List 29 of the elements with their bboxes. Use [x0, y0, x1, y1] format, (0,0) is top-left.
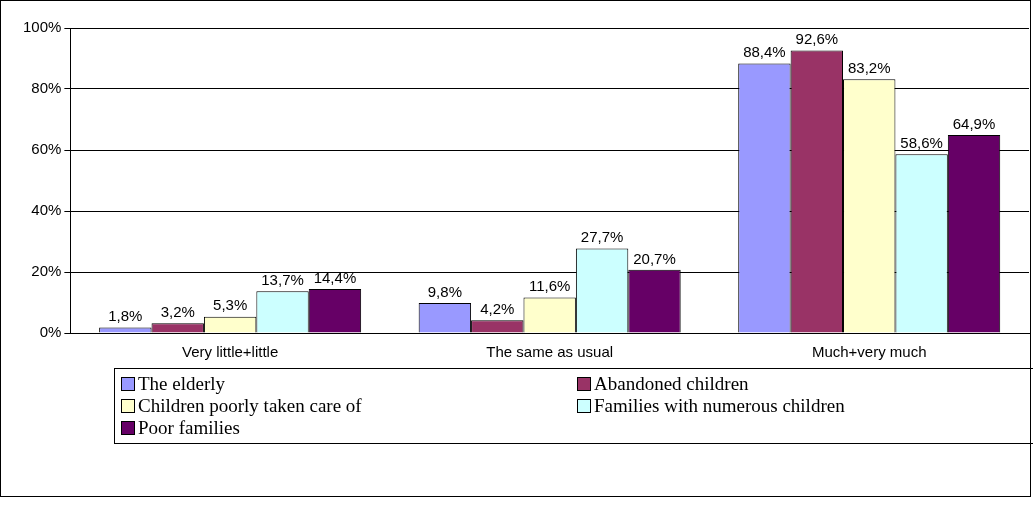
y-tick-label: 20%: [31, 262, 62, 280]
data-label: 4,2%: [480, 299, 515, 317]
data-label: 14,4%: [313, 268, 357, 286]
x-tick-label: Very little+little: [181, 343, 279, 361]
data-label: 9,8%: [427, 282, 462, 300]
data-label: 64,9%: [952, 114, 996, 132]
data-label: 88,4%: [743, 43, 786, 61]
y-tick-label: 100%: [22, 18, 62, 36]
data-label: 20,7%: [633, 249, 676, 267]
x-tick-label: Much+very much: [811, 343, 927, 361]
y-tick-label: 60%: [31, 140, 62, 158]
data-label: 3,2%: [160, 302, 195, 320]
legend-label: Families with numerous children: [594, 395, 845, 417]
legend-label: Poor families: [138, 417, 240, 439]
data-label: 1,8%: [108, 307, 143, 325]
data-label: 5,3%: [213, 296, 248, 314]
y-tick-label: 80%: [31, 79, 62, 97]
y-tick-label: 40%: [31, 201, 62, 219]
data-label: 13,7%: [261, 270, 304, 288]
x-tick-label: The same as usual: [486, 343, 614, 361]
data-label: 11,6%: [528, 277, 571, 295]
legend-label: The elderly: [138, 373, 226, 395]
data-label: 83,2%: [847, 58, 891, 76]
data-label: 58,6%: [900, 133, 943, 151]
legend-label: Abandoned children: [594, 373, 749, 395]
data-label: 27,7%: [580, 228, 624, 246]
y-tick-label: 0%: [39, 323, 62, 341]
data-label: 92,6%: [795, 30, 839, 48]
legend-label: Children poorly taken care of: [138, 395, 362, 417]
